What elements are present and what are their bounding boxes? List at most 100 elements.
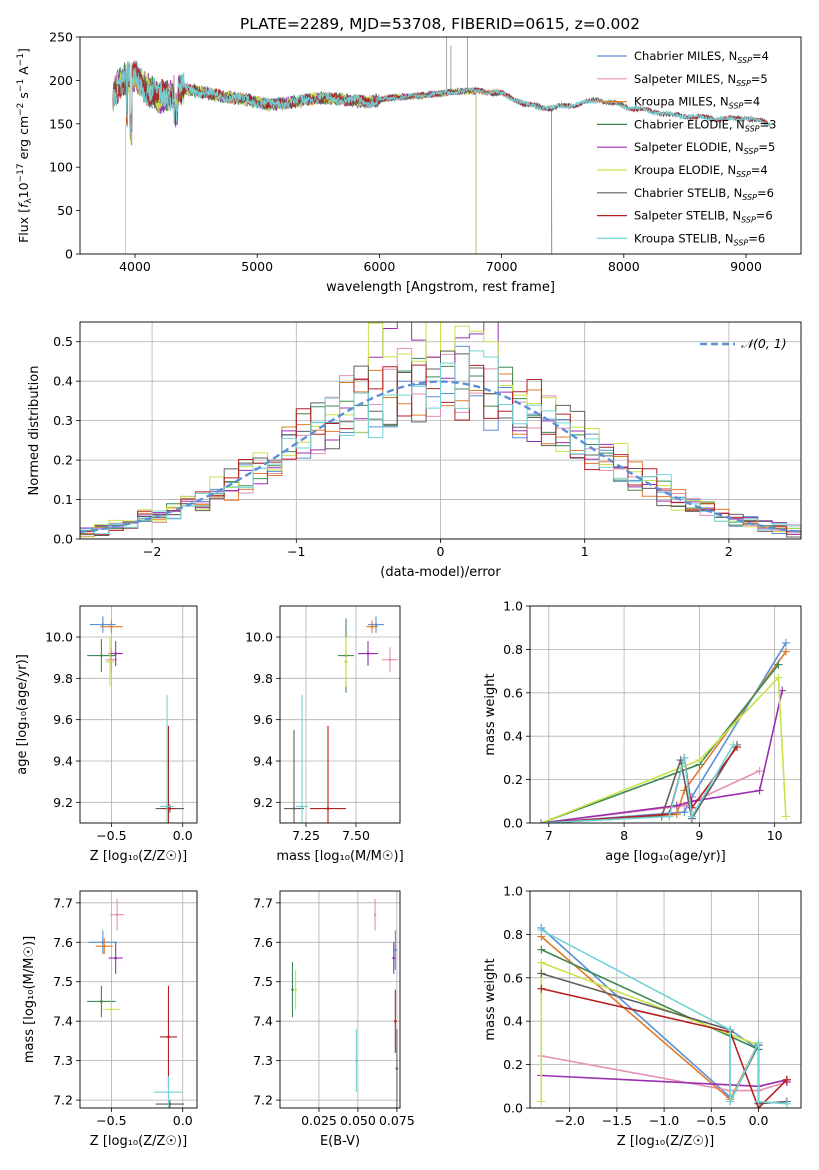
point-chabrier_elodie	[100, 1000, 103, 1003]
y-tick-label: 0.3	[53, 413, 73, 428]
weight-marker	[687, 812, 696, 821]
point-chabrier_stelib	[395, 1067, 399, 1070]
weight-marker	[782, 1099, 791, 1108]
plot-area	[284, 616, 398, 823]
plot-area	[80, 322, 801, 538]
figure-title: PLATE=2289, MJD=53708, FIBERID=0615, z=0…	[240, 15, 640, 33]
legend-label: Kroupa ELODIE, NSSP=4	[634, 163, 768, 179]
x-tick-label: 0.0	[173, 828, 193, 843]
y-tick-label: 9.8	[253, 671, 273, 686]
point-chabrier_stelib	[292, 807, 296, 810]
point-kroupa_elodie	[294, 988, 297, 991]
legend-label-text: Salpeter STELIB, N	[634, 209, 741, 223]
x-tick-label: 0	[437, 544, 445, 559]
y-axis-label: Flux [fλ10−17 erg cm−2 s−1 A−1]	[16, 48, 34, 243]
weight-marker	[781, 647, 790, 656]
x-axis-label: (data-model)/error	[380, 565, 501, 580]
weight-marker	[755, 766, 764, 775]
x-tick-label: 7	[545, 828, 553, 843]
legend-label-text: Salpeter ELODIE, N	[634, 140, 744, 154]
x-axis-label: wavelength [Angstrom, rest frame]	[326, 280, 555, 295]
weight-line-chabrier_elodie	[541, 664, 780, 823]
x-tick-label: 2	[725, 544, 733, 559]
point-chabrier_miles	[374, 623, 378, 626]
y-axis-label-part: 10	[16, 182, 31, 198]
x-tick-label: −0.5	[96, 1113, 126, 1128]
axes-frame	[279, 605, 401, 824]
y-tick-label: 7.5	[53, 974, 73, 989]
weight-marker	[726, 1025, 735, 1034]
legend-label-value: =5	[758, 140, 775, 154]
panel-mass_vs_ebv: 0.025 0.050 0.075 7.2 7.3 7.4 7.5 7.6 7.7 E(B-V)	[253, 890, 415, 1149]
y-tick-label: 7.4	[253, 1014, 273, 1029]
weight-line-chabrier_miles	[541, 642, 787, 823]
x-tick-label: 9	[695, 828, 703, 843]
point-kroupa_stelib	[165, 805, 169, 808]
x-tick-label: −0.5	[96, 828, 126, 843]
weight-marker	[687, 803, 696, 812]
y-tick-label: 0.2	[53, 453, 73, 468]
point-kroupa_stelib	[300, 805, 304, 808]
y-tick-label: 9.6	[53, 712, 73, 727]
y-axis-label-part: ]	[16, 48, 31, 53]
legend-label: Kroupa STELIB, NSSP=6	[634, 231, 765, 247]
weight-marker	[774, 673, 783, 682]
axes-frame	[529, 890, 802, 1109]
legend-label-value: =3	[760, 117, 777, 131]
weight-marker	[754, 1038, 763, 1047]
x-tick-label: −2.0	[554, 1113, 584, 1128]
weight-line-salpeter_miles	[541, 1055, 788, 1092]
y-tick-label: 250	[49, 30, 73, 45]
y-tick-label: 7.2	[53, 1093, 73, 1108]
legend-label-value: =6	[757, 186, 774, 200]
legend-label-text: Kroupa STELIB, N	[634, 231, 734, 245]
weight-marker	[537, 926, 546, 935]
plot-area	[87, 898, 185, 1108]
legend-label-value: =6	[756, 209, 773, 223]
y-tick-label: 0.4	[53, 374, 73, 389]
histogram-chabrier_stelib	[80, 350, 801, 538]
y-tick-label: 7.3	[253, 1053, 273, 1068]
legend-label: Chabrier ELODIE, NSSP=3	[634, 117, 776, 133]
y-axis-label: age [log₁₀(age/yr)]	[15, 654, 30, 775]
point-salpeter_elodie	[114, 956, 117, 960]
x-tick-label: 0.025	[301, 1113, 337, 1128]
x-tick-label: 0.075	[379, 1113, 415, 1128]
y-axis-label: mass [log₁₀(M/M☉)]	[22, 936, 37, 1063]
y-tick-label: 0.8	[503, 927, 523, 942]
y-tick-label: 9.6	[253, 712, 273, 727]
weight-line-salpeter_stelib	[541, 987, 788, 1108]
spectrum-line-kroupa_stelib	[112, 61, 771, 134]
y-tick-label: 7.3	[53, 1053, 73, 1068]
point-salpeter_stelib	[326, 807, 330, 810]
y-tick-label: 0.2	[503, 1057, 523, 1072]
x-tick-label: 10	[767, 828, 783, 843]
panel-mass_vs_Z: −0.5 0.0 7.2 7.3 7.4 7.5 7.6 7.7 Z [log₁₀(Z/Z☉)]…	[22, 890, 198, 1149]
axes-frame	[79, 36, 802, 255]
legend-label: Salpeter STELIB, NSSP=6	[634, 209, 773, 225]
weight-marker	[782, 1075, 791, 1084]
y-tick-label: 0.1	[53, 492, 73, 507]
y-tick-label: 150	[49, 116, 73, 131]
y-tick-label: 7.7	[53, 895, 73, 910]
legend-label-sub: SSP	[741, 216, 756, 225]
point-chabrier_stelib	[168, 1102, 172, 1106]
point-chabrier_elodie	[100, 654, 103, 657]
legend-label-value: =4	[751, 163, 768, 177]
axes-frame	[79, 321, 802, 540]
y-axis-label: mass weight	[483, 958, 498, 1040]
legend-label-text: Chabrier ELODIE, N	[634, 117, 745, 131]
weight-line-kroupa_miles	[540, 935, 760, 1108]
plot-area	[537, 638, 790, 823]
point-salpeter_stelib	[167, 1035, 170, 1039]
legend-label-text: Kroupa ELODIE, N	[634, 163, 736, 177]
x-tick-label: −1	[287, 544, 305, 559]
weight-marker	[781, 638, 790, 647]
panel-spectrum: 4000 5000 6000 7000 8000 9000 0 50 100 150 200 250 w…	[16, 30, 802, 295]
panel-residuals: −2 −1 0 1 2 0.0 0.1 0.2 0.3 0.4 0.5 (data-model)/er…	[27, 321, 802, 580]
y-tick-label: 0.4	[503, 1014, 523, 1029]
x-axis-label: mass [log₁₀(M/M☉)]	[276, 849, 403, 864]
y-tick-label: 0.8	[503, 642, 523, 657]
y-tick-label: 10.0	[45, 630, 73, 645]
y-axis-label-part: λ	[24, 198, 34, 204]
